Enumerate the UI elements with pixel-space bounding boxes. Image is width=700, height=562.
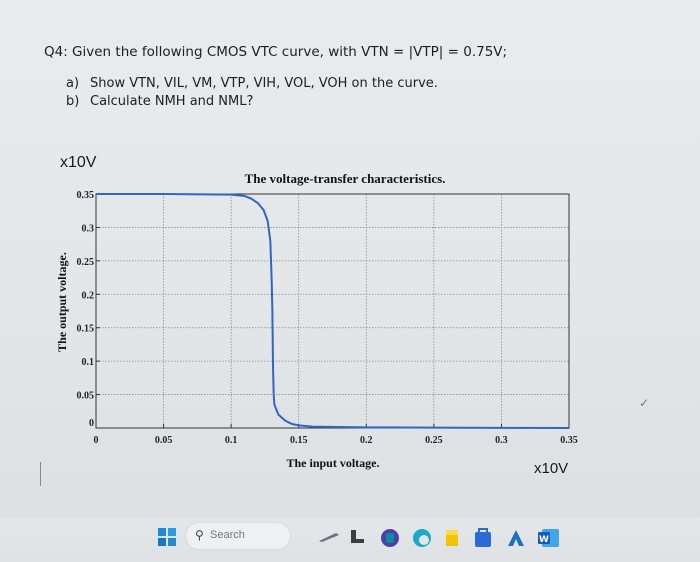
question-item-b: b) Calculate NMH and NML?: [66, 94, 253, 109]
y-tick-label: 0: [89, 418, 94, 429]
search-placeholder: Search: [210, 529, 245, 541]
x-tick-label: 0.2: [360, 435, 373, 446]
x-scale-label: x10V: [534, 460, 569, 477]
file-explorer-icon[interactable]: [350, 528, 366, 549]
question-item-b-label: b): [66, 94, 80, 109]
checkmark-icon: ✓: [639, 396, 650, 410]
y-tick-label: 0.3: [82, 223, 95, 234]
chart-title: The voltage-transfer characteristics.: [245, 171, 446, 186]
files-icon[interactable]: [444, 528, 460, 553]
text-cursor-mark: [40, 462, 41, 486]
word-icon[interactable]: W: [538, 528, 560, 553]
question-item-a: a) Show VTN, VIL, VM, VTP, VIH, VOL, VOH …: [66, 76, 438, 91]
y-tick-label: 0.05: [77, 391, 95, 402]
edge-icon[interactable]: [412, 528, 432, 553]
y-scale-label: x10V: [60, 154, 97, 171]
y-tick-label: 0.2: [82, 290, 95, 301]
question-title: Q4: Given the following CMOS VTC curve, …: [44, 44, 508, 60]
x-tick-label: 0.1: [225, 435, 238, 446]
teams-icon[interactable]: [380, 528, 400, 553]
y-axis-label: The output voltage.: [55, 252, 69, 352]
x-tick-label: 0: [94, 435, 99, 446]
question-item-a-text: Show VTN, VIL, VM, VTP, VIH, VOL, VOH on…: [90, 76, 438, 91]
pen-icon[interactable]: [318, 530, 340, 548]
x-tick-label: 0.3: [495, 435, 508, 446]
x-tick-label: 0.05: [155, 435, 173, 446]
x-tick-label: 0.15: [290, 435, 308, 446]
y-tick-label: 0.15: [77, 324, 95, 335]
vtc-chart: The voltage-transfer characteristics. Th…: [55, 171, 578, 470]
plot-area-frame: [95, 193, 570, 429]
axis-ticks: 0 0.05 0.1 0.15 0.2 0.25 0.3 0.35 0 0.05 0.1 0.15 0.…: [77, 190, 578, 446]
grid-lines: [96, 194, 569, 428]
y-tick-label: 0.35: [77, 190, 95, 201]
x-tick-label: 0.35: [560, 435, 578, 446]
y-tick-label: 0.25: [77, 257, 95, 268]
store-icon[interactable]: [474, 528, 492, 553]
azure-vpn-icon[interactable]: [506, 528, 526, 553]
question-item-a-label: a): [66, 76, 80, 91]
magnifier-icon: ⚲: [195, 528, 204, 542]
y-tick-label: 0.1: [82, 357, 95, 368]
vtc-curve-line: [96, 193, 570, 429]
question-item-b-text: Calculate NMH and NML?: [90, 94, 254, 109]
x-tick-label: 0.25: [425, 435, 443, 446]
taskbar-search-box[interactable]: ⚲ Search: [186, 523, 290, 549]
taskbar: [0, 518, 700, 562]
windows-start-icon[interactable]: [158, 528, 176, 551]
svg-text:W: W: [539, 535, 549, 545]
x-axis-label: The input voltage.: [286, 456, 379, 470]
